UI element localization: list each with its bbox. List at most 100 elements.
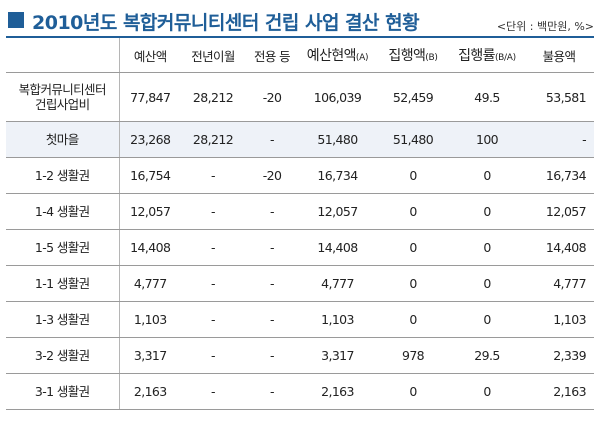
table-row: 1-1 생활권 4,777- -4,777 0 0 4,777 (6, 265, 594, 302)
unit-label: <단위 : 백만원, %> (496, 20, 594, 33)
cell-executed: 0 (376, 301, 450, 338)
cell-carryover: - (181, 265, 245, 302)
cell-execution-rate: 100 (450, 121, 524, 158)
budget-table: 예산액 전년이월 전용 등 예산현액(A) 집행액(B) 집행률(B/A) 불용… (6, 38, 594, 410)
cell-execution-rate: 0 (450, 157, 524, 194)
cell-executed: 0 (376, 193, 450, 230)
cell-carryover: - (181, 337, 245, 374)
row-label: 복합커뮤니티센터 건립사업비 (6, 72, 120, 122)
cell-transfer: -20 (245, 72, 299, 122)
title-row: 2010년도 복합커뮤니티센터 건립 사업 결산 현황 <단위 : 백만원, %… (6, 6, 596, 34)
cell-execution-rate: 0 (450, 373, 524, 410)
cell-unused: 4,777 (524, 265, 594, 302)
cell-unused: 2,339 (524, 337, 594, 374)
title-square-icon (8, 12, 24, 28)
cell-executed: 0 (376, 373, 450, 410)
cell-current-budget: 1,103 (299, 301, 376, 338)
table-row: 1-5 생활권 14,408- -14,408 0 0 14,408 (6, 229, 594, 266)
cell-executed: 51,480 (376, 121, 450, 158)
cell-unused: 2,163 (524, 373, 594, 410)
table-row: 1-3 생활권 1,103- -1,103 0 0 1,103 (6, 301, 594, 338)
row-label-line: 1-5 생활권 (34, 240, 90, 255)
cell-executed: 0 (376, 229, 450, 266)
cell-carryover: - (181, 373, 245, 410)
cell-transfer: - (245, 193, 299, 230)
header-cell-execution-rate: 집행률(B/A) (450, 38, 524, 73)
cell-budget: 3,317 (119, 337, 181, 374)
cell-unused: 12,057 (524, 193, 594, 230)
row-label: 3-2 생활권 (6, 337, 120, 374)
row-label: 3-1 생활권 (6, 373, 120, 410)
cell-budget: 4,777 (119, 265, 181, 302)
cell-transfer: - (245, 301, 299, 338)
cell-execution-rate: 0 (450, 229, 524, 266)
cell-execution-rate: 0 (450, 193, 524, 230)
table-row: 1-2 생활권 16,754- -20 16,734 0 0 16,734 (6, 157, 594, 194)
header-cell-carryover: 전년이월 (181, 38, 245, 73)
cell-current-budget: 14,408 (299, 229, 376, 266)
cell-unused: - (524, 121, 594, 158)
cell-unused: 14,408 (524, 229, 594, 266)
header-cell-executed: 집행액(B) (376, 38, 450, 73)
title-underline (6, 36, 594, 38)
cell-current-budget: 12,057 (299, 193, 376, 230)
cell-executed: 0 (376, 157, 450, 194)
row-label: 1-1 생활권 (6, 265, 120, 302)
cell-current-budget: 2,163 (299, 373, 376, 410)
cell-transfer: - (245, 229, 299, 266)
cell-unused: 1,103 (524, 301, 594, 338)
cell-carryover: - (181, 157, 245, 194)
table-row: 복합커뮤니티센터 건립사업비 77,847 28,212 -20 106,039 52,45… (6, 72, 594, 122)
table-body: 복합커뮤니티센터 건립사업비 77,847 28,212 -20 106,039 52,45… (6, 72, 594, 410)
header-cell-transfer: 전용 등 (245, 38, 299, 73)
cell-budget: 16,754 (119, 157, 181, 194)
cell-transfer: - (245, 121, 299, 158)
cell-budget: 1,103 (119, 301, 181, 338)
page-title: 2010년도 복합커뮤니티센터 건립 사업 결산 현황 (32, 12, 420, 34)
cell-execution-rate: 29.5 (450, 337, 524, 374)
row-label-line: 1-3 생활권 (34, 312, 90, 327)
row-label: 1-4 생활권 (6, 193, 120, 230)
cell-budget: 12,057 (119, 193, 181, 230)
row-label: 첫마을 (6, 121, 120, 158)
cell-carryover: - (181, 229, 245, 266)
table-row: 1-4 생활권 12,057- -12,057 0 0 12,057 (6, 193, 594, 230)
cell-executed: 52,459 (376, 72, 450, 122)
cell-execution-rate: 0 (450, 301, 524, 338)
table-row: 첫마을 23,268 28,212-51,480 51,480 100- (6, 121, 594, 158)
cell-current-budget: 3,317 (299, 337, 376, 374)
row-label-line: 복합커뮤니티센터 (18, 82, 107, 97)
cell-execution-rate: 49.5 (450, 72, 524, 122)
cell-budget: 14,408 (119, 229, 181, 266)
cell-execution-rate: 0 (450, 265, 524, 302)
cell-budget: 2,163 (119, 373, 181, 410)
row-label-line: 건립사업비 (34, 97, 90, 112)
row-label-line: 1-2 생활권 (34, 168, 90, 183)
cell-current-budget: 51,480 (299, 121, 376, 158)
cell-budget: 23,268 (119, 121, 181, 158)
cell-transfer: - (245, 265, 299, 302)
cell-unused: 16,734 (524, 157, 594, 194)
table-row: 3-2 생활권 3,317- -3,317 978 29.5 2,339 (6, 337, 594, 374)
cell-current-budget: 16,734 (299, 157, 376, 194)
cell-carryover: 28,212 (181, 72, 245, 122)
cell-carryover: - (181, 301, 245, 338)
cell-unused: 53,581 (524, 72, 594, 122)
cell-current-budget: 106,039 (299, 72, 376, 122)
table-row: 3-1 생활권 2,163- -2,163 0 0 2,163 (6, 373, 594, 410)
header-cell-current-budget: 예산현액(A) (299, 38, 376, 73)
row-label: 1-2 생활권 (6, 157, 120, 194)
row-label-line: 3-2 생활권 (34, 348, 90, 363)
cell-carryover: - (181, 193, 245, 230)
header-cell-label (6, 38, 120, 73)
row-label-line: 첫마을 (45, 132, 79, 147)
row-label: 1-5 생활권 (6, 229, 120, 266)
cell-transfer: - (245, 337, 299, 374)
row-label-line: 1-1 생활권 (34, 276, 90, 291)
cell-transfer: - (245, 373, 299, 410)
cell-current-budget: 4,777 (299, 265, 376, 302)
row-label-line: 1-4 생활권 (34, 204, 90, 219)
header-row: 예산액 전년이월 전용 등 예산현액(A) 집행액(B) 집행률(B/A) 불용… (6, 38, 594, 73)
header-cell-budget: 예산액 (119, 38, 181, 73)
row-label-line: 3-1 생활권 (34, 384, 90, 399)
